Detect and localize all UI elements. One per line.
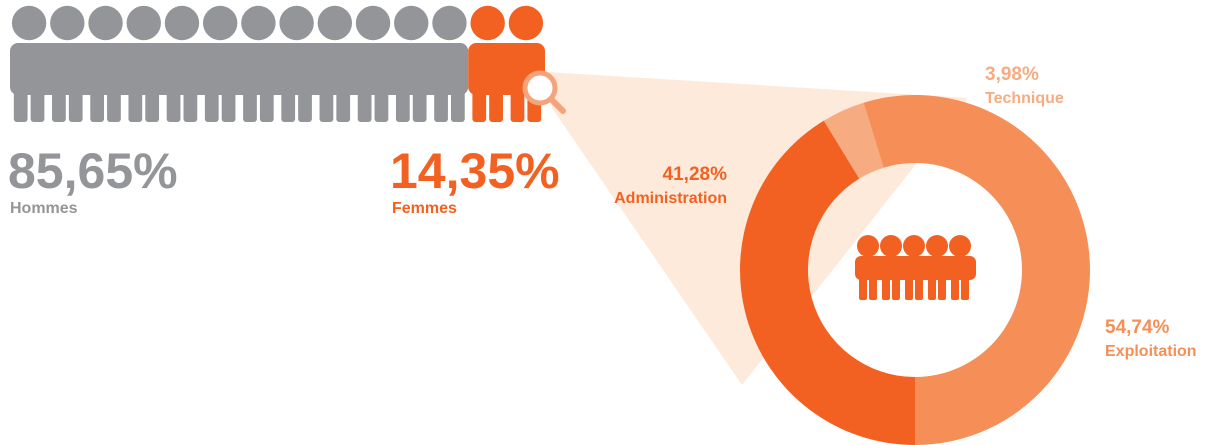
person-head <box>164 5 200 41</box>
person-head <box>88 5 123 41</box>
segment-label: Technique <box>985 90 1064 107</box>
person-head <box>202 5 238 41</box>
group-leg <box>892 278 900 300</box>
group-leg <box>951 278 959 300</box>
person-leg <box>145 90 160 122</box>
donut-segment <box>740 120 915 445</box>
person-leg <box>434 90 448 122</box>
person-leg <box>472 90 487 122</box>
group-leg <box>905 278 913 300</box>
group-head <box>903 235 925 257</box>
person-leg <box>107 90 121 122</box>
person-leg <box>30 90 45 122</box>
person-head <box>355 5 391 41</box>
person-leg <box>281 90 296 122</box>
person-leg <box>259 90 274 122</box>
segment-value: 3,98% <box>985 64 1039 85</box>
person-leg <box>450 90 465 122</box>
person-leg <box>336 90 351 122</box>
share-value: 85,65% <box>8 143 178 199</box>
person-leg <box>374 90 389 122</box>
person-head <box>279 5 314 41</box>
segment-label: Exploitation <box>1105 343 1197 360</box>
donut-segment <box>863 95 1090 445</box>
person-leg <box>510 90 525 122</box>
segment-value: 54,74% <box>1105 317 1170 338</box>
person-leg <box>298 90 312 122</box>
person-head <box>394 5 429 41</box>
group-leg <box>869 278 877 300</box>
person-leg <box>68 90 83 122</box>
person-head <box>50 5 85 41</box>
person-leg <box>395 90 410 122</box>
person-leg <box>489 90 503 122</box>
person-leg <box>243 90 257 122</box>
group-leg <box>961 278 969 300</box>
person-head <box>126 5 161 41</box>
person-head <box>508 5 544 41</box>
person-leg <box>52 90 66 122</box>
group-leg <box>882 278 890 300</box>
group-head <box>926 235 948 257</box>
person-head <box>11 5 47 41</box>
person-leg <box>90 90 105 122</box>
person-leg <box>166 90 181 122</box>
segment-value: 41,28% <box>663 164 728 185</box>
share-label: Femmes <box>392 200 457 217</box>
group-leg <box>859 278 867 300</box>
person-leg <box>357 90 372 122</box>
person-leg <box>183 90 198 122</box>
group-leg <box>915 278 923 300</box>
magnifier-handle <box>548 96 566 114</box>
magnifier-lens <box>522 70 558 106</box>
group-body <box>855 256 976 280</box>
person-leg <box>319 90 334 122</box>
segment-label: Administration <box>614 190 727 207</box>
person-leg <box>13 90 28 122</box>
share-value: 14,35% <box>390 143 560 199</box>
group-head <box>880 235 902 257</box>
person-head <box>317 5 353 41</box>
group-leg <box>938 278 946 300</box>
group-leg <box>928 278 936 300</box>
person-leg <box>128 90 143 122</box>
person-head <box>470 5 505 41</box>
person-leg <box>221 90 236 122</box>
person-head <box>432 5 467 41</box>
share-label: Hommes <box>10 200 78 217</box>
group-head <box>949 235 971 257</box>
group-head <box>857 235 879 257</box>
person-leg <box>204 90 219 122</box>
magnifier <box>522 70 566 114</box>
person-leg <box>412 90 427 122</box>
donut-segment <box>823 102 884 179</box>
person-head <box>241 5 276 41</box>
men-body <box>10 43 469 95</box>
